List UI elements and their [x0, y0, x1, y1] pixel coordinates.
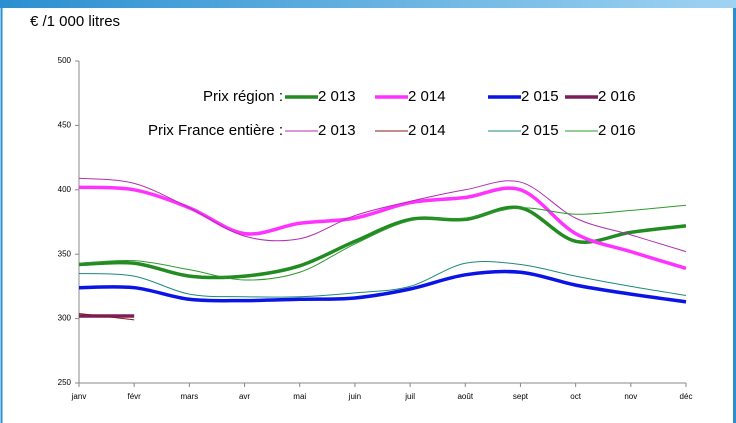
y-tick-label: 450: [58, 121, 72, 130]
legend-label: 2 014: [408, 122, 446, 139]
legend-label: 2 015: [521, 122, 559, 139]
legend-label: 2 016: [598, 122, 636, 139]
left-border: [0, 8, 3, 423]
series-line: [78, 312, 135, 321]
x-tick-label: déc: [680, 392, 693, 401]
x-tick-label: juil: [404, 392, 415, 401]
legend-label: 2 016: [598, 88, 636, 105]
right-border: [733, 8, 736, 423]
series-line: [78, 260, 687, 298]
x-tick-label: juin: [348, 392, 361, 401]
x-tick-label: sept: [513, 392, 529, 401]
series-line: [78, 204, 687, 281]
series-line: [78, 177, 687, 253]
chart-title: € /1 000 litres: [30, 13, 120, 30]
y-tick-label: 400: [58, 185, 72, 194]
x-tick-label: mars: [180, 392, 198, 401]
series-line: [78, 269, 687, 304]
x-tick-label: nov: [624, 392, 637, 401]
series-line: [78, 205, 687, 280]
y-tick-label: 350: [58, 249, 72, 258]
x-tick-label: avr: [239, 392, 250, 401]
legend-label: 2 013: [318, 88, 356, 105]
x-tick-label: oct: [570, 392, 581, 401]
legend-label: 2 015: [521, 88, 559, 105]
y-tick-label: 300: [58, 314, 72, 323]
legend-label: 2 013: [318, 122, 356, 139]
y-tick-label: 250: [58, 378, 72, 387]
y-tick-label: 500: [58, 56, 72, 65]
top-bar: [0, 0, 736, 8]
legend-label: 2 014: [408, 88, 446, 105]
x-tick-label: janv: [71, 392, 87, 401]
legend-group-label: Prix région :: [203, 88, 283, 105]
legend-group-label: Prix France entière :: [148, 122, 283, 139]
x-tick-label: févr: [128, 392, 142, 401]
x-tick-label: août: [457, 392, 473, 401]
x-tick-label: mai: [293, 392, 306, 401]
